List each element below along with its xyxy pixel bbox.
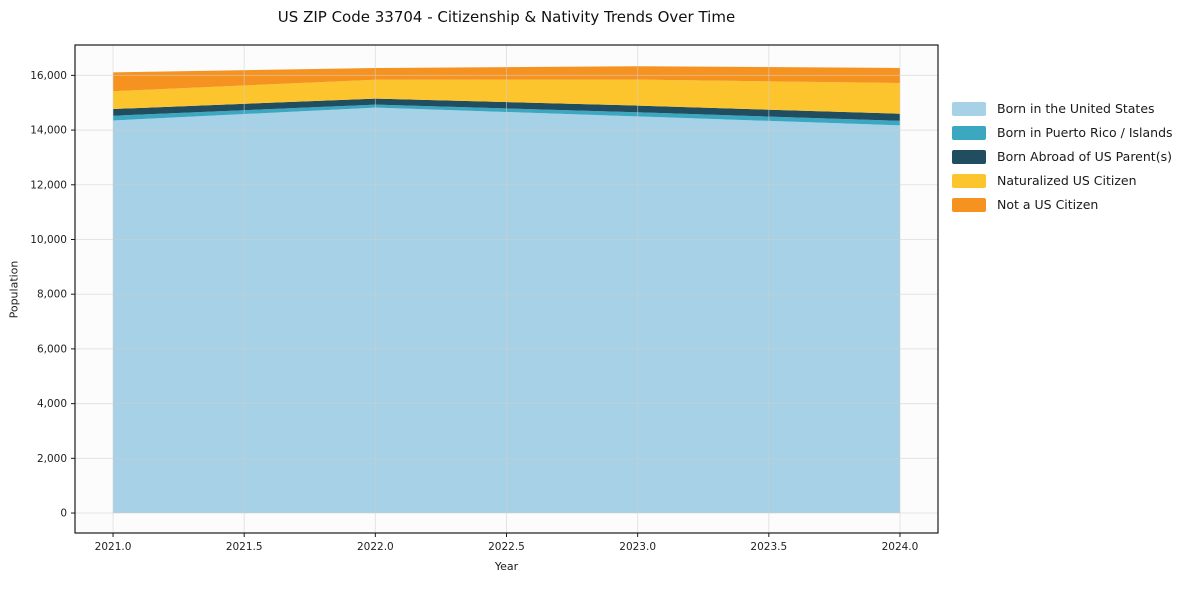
x-tick-label: 2023.0	[619, 541, 656, 553]
area-series-1	[113, 104, 900, 126]
y-axis-label: Population	[7, 260, 21, 319]
legend-swatch-icon	[952, 125, 986, 140]
legend-item-1: Born in Puerto Rico / Islands	[952, 125, 1173, 140]
legend-label: Born Abroad of US Parent(s)	[997, 149, 1172, 164]
legend-swatch-icon	[952, 149, 986, 164]
legend-item-2: Born Abroad of US Parent(s)	[952, 149, 1173, 164]
legend-label: Naturalized US Citizen	[997, 173, 1137, 188]
y-tick-label: 0	[60, 508, 67, 520]
x-axis-label: Year	[494, 560, 519, 573]
legend-label: Born in the United States	[997, 101, 1155, 116]
y-tick-label: 4,000	[37, 398, 67, 410]
legend-item-0: Born in the United States	[952, 101, 1173, 116]
x-tick-label: 2021.5	[226, 541, 263, 553]
legend-item-4: Not a US Citizen	[952, 197, 1173, 212]
legend-swatch-icon	[952, 101, 986, 116]
y-tick-label: 2,000	[37, 453, 67, 465]
legend-swatch-icon	[952, 197, 986, 212]
x-tick-label: 2021.0	[95, 541, 132, 553]
legend: Born in the United States Born in Puerto …	[952, 101, 1173, 212]
y-tick-label: 10,000	[30, 234, 67, 246]
chart-title: US ZIP Code 33704 - Citizenship & Nativi…	[277, 8, 736, 26]
x-tick-label: 2022.5	[488, 541, 525, 553]
legend-label: Born in Puerto Rico / Islands	[997, 125, 1173, 140]
x-tick-label: 2023.5	[750, 541, 787, 553]
y-tick-label: 14,000	[30, 125, 67, 137]
legend-swatch-icon	[952, 173, 986, 188]
y-tick-label: 12,000	[30, 179, 67, 191]
y-tick-label: 8,000	[37, 289, 67, 301]
area-series-2	[113, 98, 900, 121]
legend-item-3: Naturalized US Citizen	[952, 173, 1173, 188]
x-tick-label: 2024.0	[882, 541, 919, 553]
y-tick-label: 6,000	[37, 343, 67, 355]
legend-label: Not a US Citizen	[997, 197, 1099, 212]
y-tick-label: 16,000	[30, 70, 67, 82]
x-tick-label: 2022.0	[357, 541, 394, 553]
